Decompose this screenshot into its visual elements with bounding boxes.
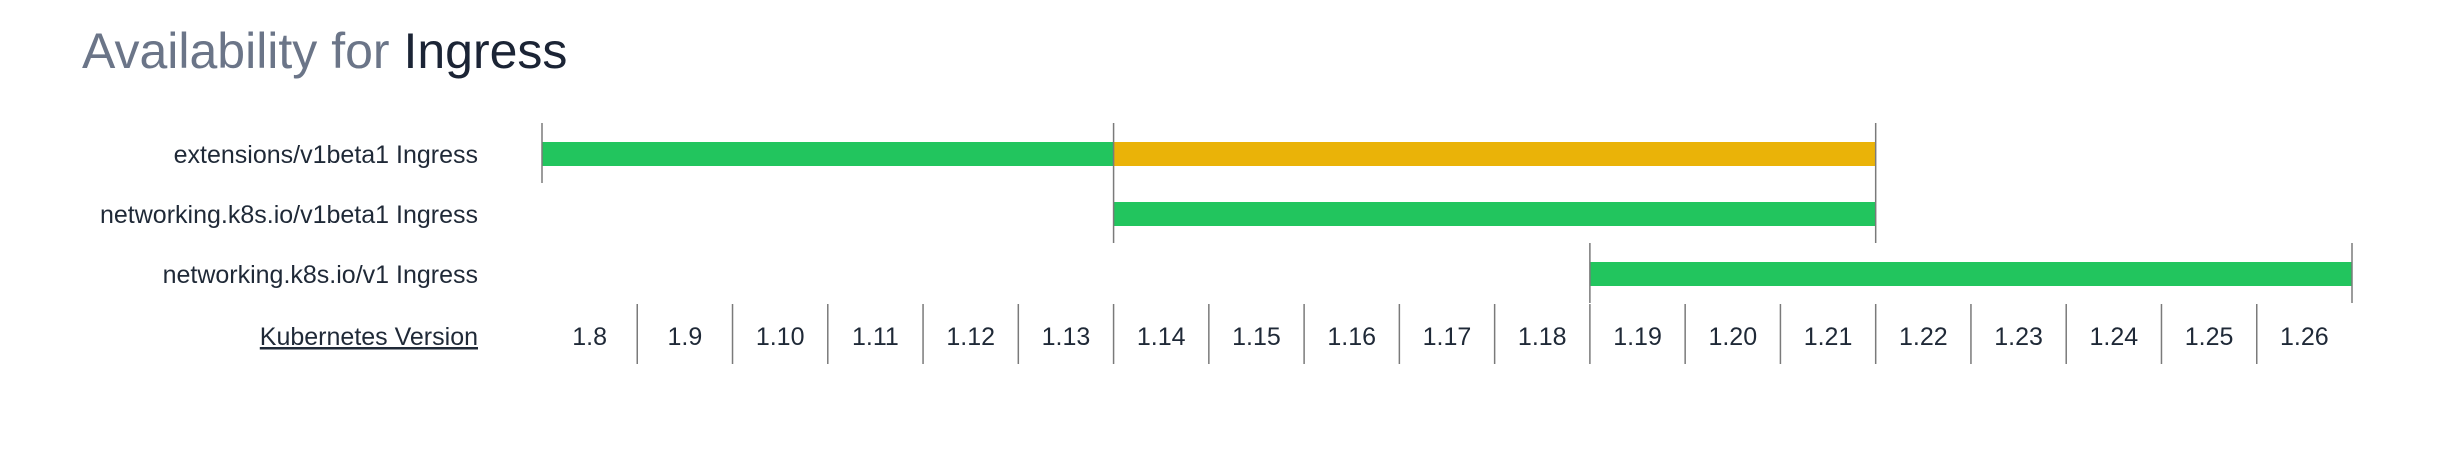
version-tick-1-13: 1.13 (1042, 323, 1091, 351)
availability-bars (542, 142, 2352, 286)
bar-networking-k8s-io-v1beta1-ingress-available (1113, 202, 1876, 226)
version-tick-1-15: 1.15 (1232, 323, 1281, 351)
version-tick-1-9: 1.9 (668, 323, 703, 351)
bar-networking-k8s-io-v1-ingress-available (1589, 262, 2352, 286)
row-label-extensions-v1beta1-ingress: extensions/v1beta1 Ingress (174, 141, 478, 169)
version-tick-1-26: 1.26 (2280, 323, 2329, 351)
version-axis: Kubernetes Version 1.8 1.9 1.10 1.11 1.12 1.1… (260, 304, 2329, 364)
title-prefix: Availability for (82, 23, 390, 79)
version-tick-1-24: 1.24 (2090, 323, 2139, 351)
version-tick-1-12: 1.12 (946, 323, 995, 351)
page-title: Availability for Ingress (82, 18, 567, 84)
row-boundary-ticks (541, 123, 2353, 303)
version-tick-1-10: 1.10 (756, 323, 805, 351)
version-tick-1-14: 1.14 (1137, 323, 1186, 351)
version-tick-1-8: 1.8 (572, 323, 607, 351)
kubernetes-version-link[interactable]: Kubernetes Version (260, 323, 478, 351)
version-tick-1-20: 1.20 (1708, 323, 1757, 351)
version-tick-1-17: 1.17 (1423, 323, 1472, 351)
version-tick-1-18: 1.18 (1518, 323, 1567, 351)
version-tick-1-19: 1.19 (1613, 323, 1662, 351)
version-tick-1-23: 1.23 (1994, 323, 2043, 351)
version-tick-1-16: 1.16 (1327, 323, 1376, 351)
version-tick-1-22: 1.22 (1899, 323, 1948, 351)
row-label-networking-k8s-io-v1beta1-ingress: networking.k8s.io/v1beta1 Ingress (100, 201, 478, 229)
row-labels: extensions/v1beta1 Ingress networking.k8s… (100, 141, 478, 289)
bar-extensions-v1beta1-ingress-deprecated (1113, 142, 1876, 166)
version-tick-1-25: 1.25 (2185, 323, 2234, 351)
title-subject: Ingress (403, 23, 568, 79)
version-tick-1-11: 1.11 (852, 323, 899, 351)
bar-extensions-v1beta1-ingress-available (542, 142, 1114, 166)
version-tick-1-21: 1.21 (1804, 323, 1853, 351)
row-label-networking-k8s-io-v1-ingress: networking.k8s.io/v1 Ingress (163, 261, 478, 289)
